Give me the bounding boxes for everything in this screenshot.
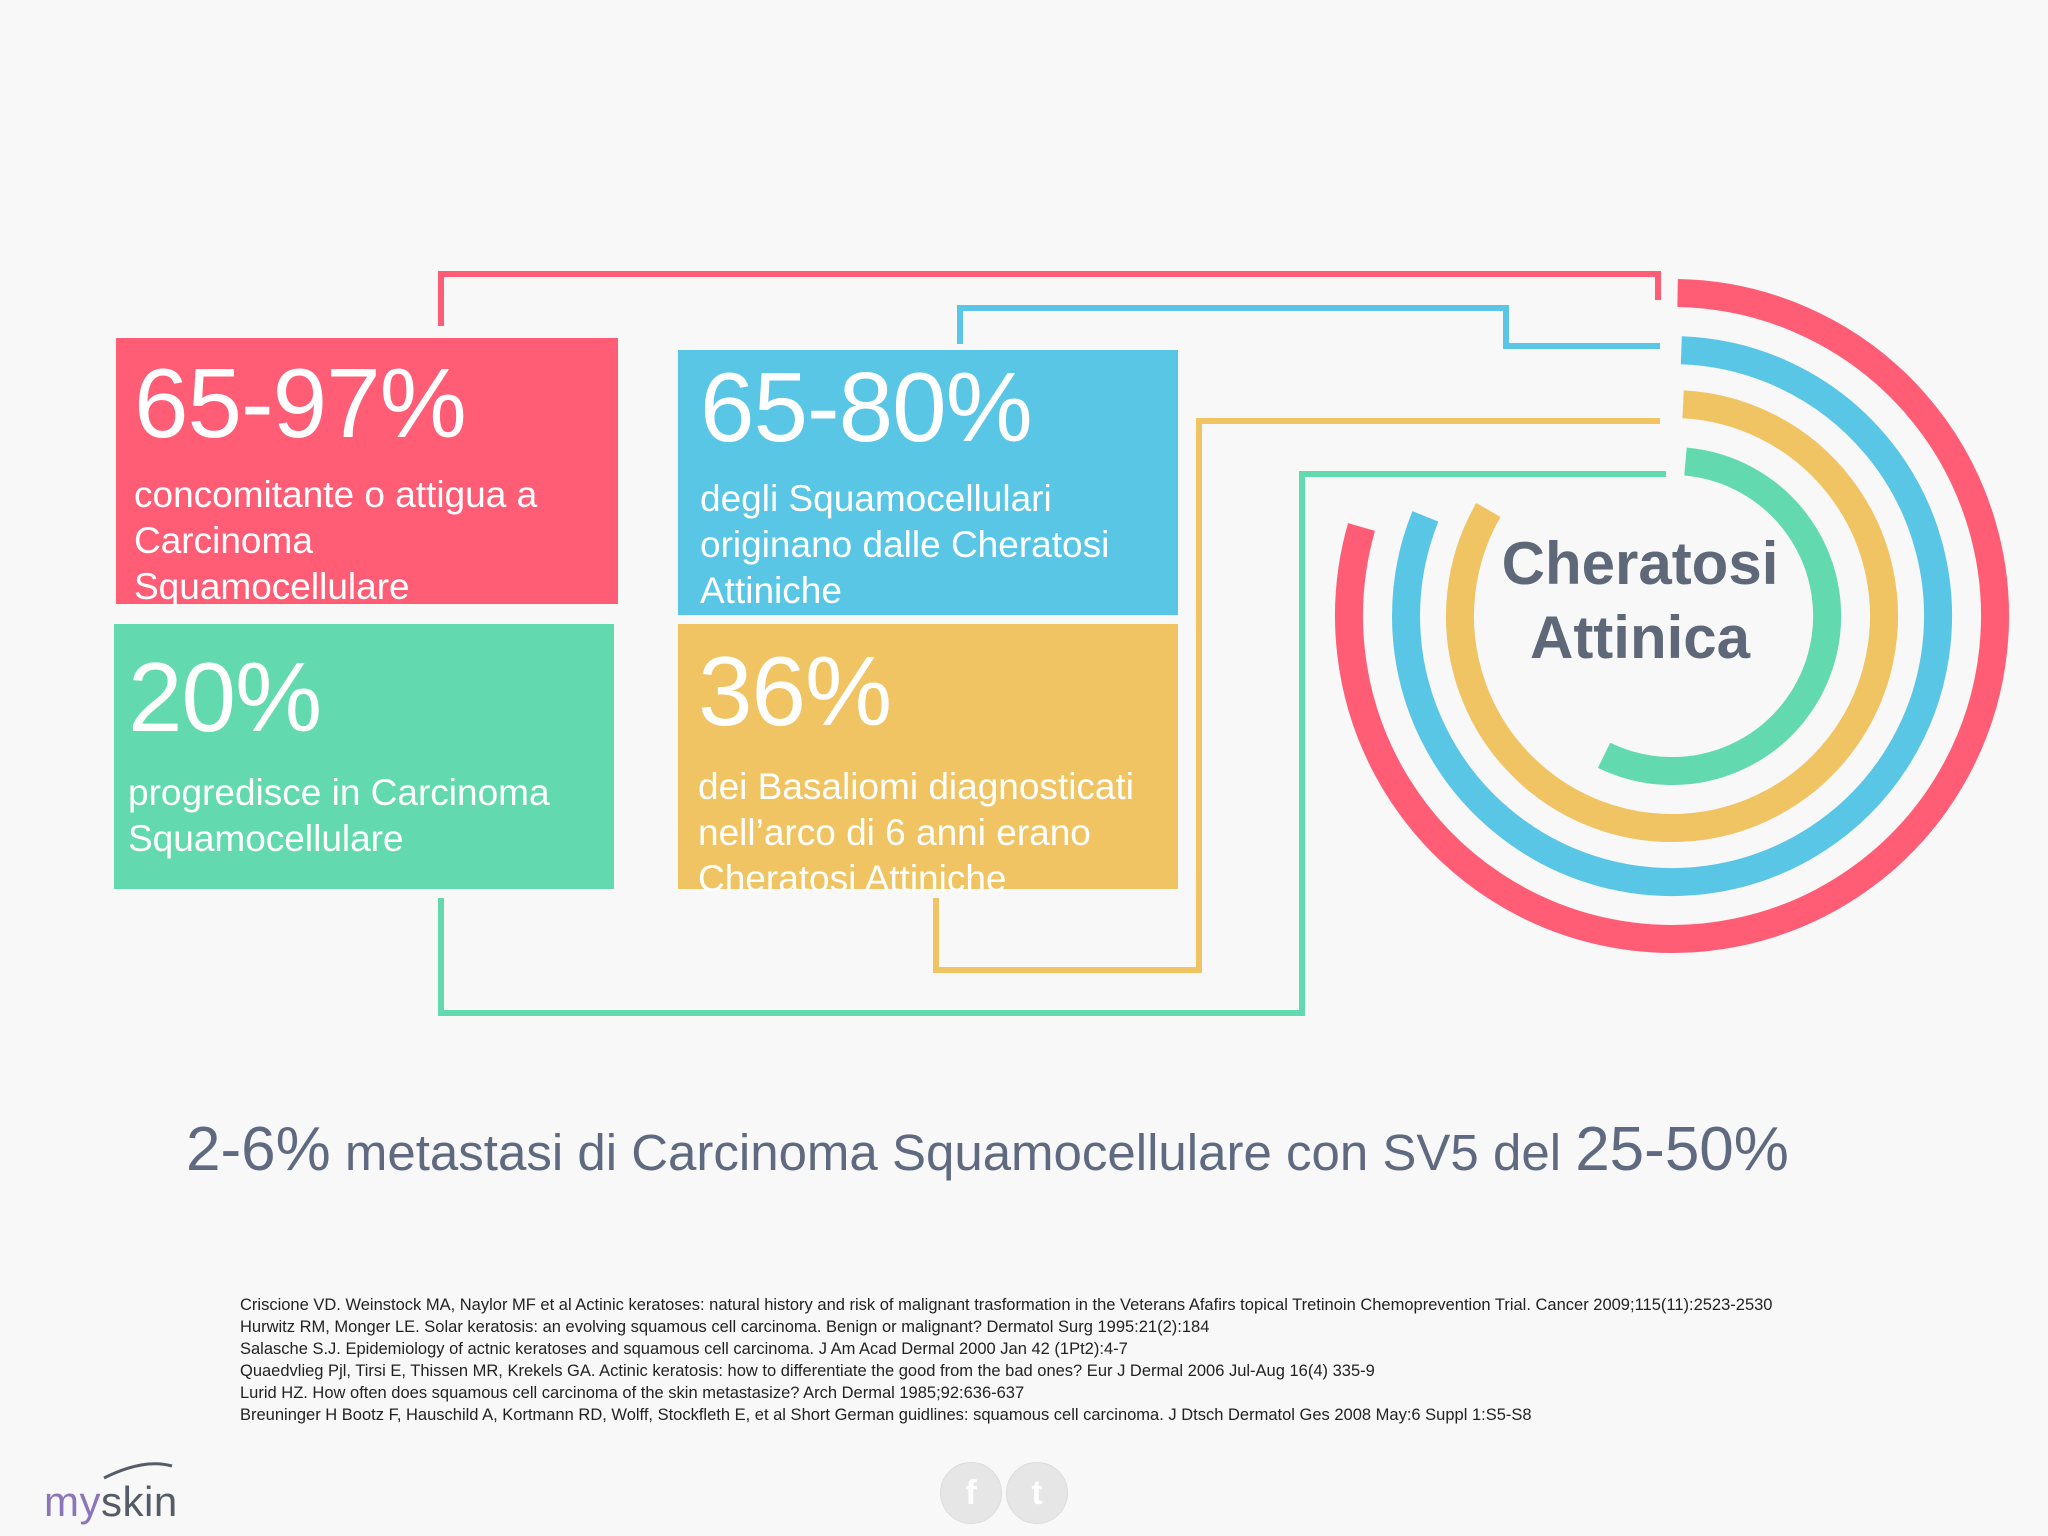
stat-value: 36% [698,636,892,746]
arc-blue [1392,336,1952,896]
stat-box-green: 20% progredisce in Carcinoma Squamocellu… [114,624,614,889]
metastasi-statement: 2-6% metastasi di Carcinoma Squamocellul… [186,1110,1886,1193]
yellow-connector [933,418,1660,973]
stat-description: concomitante o attigua a Carcinoma Squam… [134,474,538,607]
reference-item: Hurwitz RM, Monger LE. Solar keratosis: … [240,1318,1210,1336]
stat-value: 65-80% [700,352,1033,462]
twitter-icon: t [1031,1474,1043,1512]
center-label-line2: Attinica [1529,604,1751,671]
twitter-share-button[interactable]: t [1006,1462,1068,1524]
metastasi-text: metastasi di Carcinoma Squamocellulare c… [330,1124,1576,1181]
stat-value: 20% [128,642,322,752]
stat-box-blue: 65-80% degli Squamocellulari originano d… [678,350,1178,615]
references-list: Criscione VD. Weinstock MA, Naylor MF et… [240,1294,2020,1426]
stat-box-red: 65-97% concomitante o attigua a Carcinom… [116,338,618,607]
facebook-share-button[interactable]: f [940,1462,1002,1524]
stat-description: progredisce in Carcinoma Squamocellulare [128,772,550,859]
reference-item: Salasche S.J. Epidemiology of actnic ker… [240,1340,1128,1358]
facebook-icon: f [965,1474,977,1512]
stat-box-yellow: 36% dei Basaliomi diagnosticati nell’arc… [678,624,1178,899]
blue-connector [957,305,1660,349]
stat-description: dei Basaliomi diagnosticati nell’arco di… [698,766,1135,899]
stat-description: degli Squamocellulari originano dalle Ch… [700,478,1110,611]
green-connector [438,471,1666,1016]
reference-item: Breuninger H Bootz F, Hauschild A, Kortm… [240,1406,1532,1424]
stat-value: 65-97% [134,348,467,458]
arc-yellow [1446,390,1898,842]
reference-item: Lurid HZ. How often does squamous cell c… [240,1384,1025,1402]
reference-item: Quaedvlieg Pjl, Tirsi E, Thissen MR, Kre… [240,1362,1375,1380]
sv5-pct: 25-50% [1575,1115,1789,1184]
logo-swoosh-icon [103,1462,173,1480]
metastasi-pct: 2-6% [186,1115,331,1184]
arc-green [1597,447,1842,786]
myskin-logo: myskin [44,1456,204,1526]
arc-red [1335,279,2009,953]
red-connector [438,271,1661,326]
reference-item: Criscione VD. Weinstock MA, Naylor MF et… [240,1296,1773,1314]
center-label-line1: Cheratosi [1501,530,1779,597]
